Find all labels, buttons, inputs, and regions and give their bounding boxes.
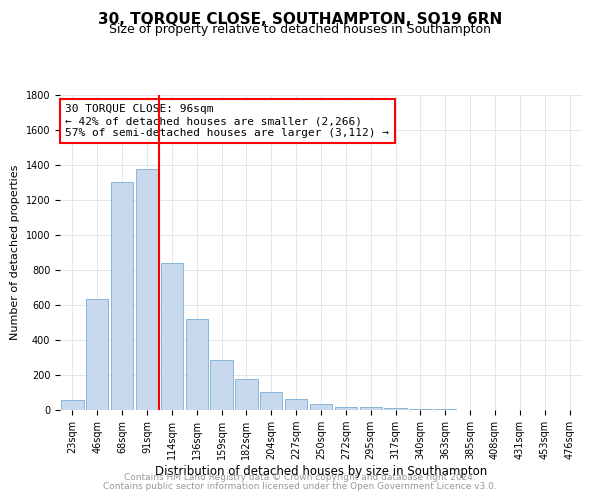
Bar [335,406,357,410]
Bar [285,398,307,410]
Bar [409,409,431,410]
Y-axis label: Number of detached properties: Number of detached properties [10,165,20,340]
Bar [235,380,257,410]
Text: Contains HM Land Registry data © Crown copyright and database right 2024.: Contains HM Land Registry data © Crown c… [124,474,476,482]
X-axis label: Distribution of detached houses by size in Southampton: Distribution of detached houses by size … [155,465,487,478]
Text: Size of property relative to detached houses in Southampton: Size of property relative to detached ho… [109,22,491,36]
Bar [310,404,332,410]
Bar [86,299,109,410]
Bar [185,319,208,410]
Text: 30, TORQUE CLOSE, SOUTHAMPTON, SO19 6RN: 30, TORQUE CLOSE, SOUTHAMPTON, SO19 6RN [98,12,502,28]
Bar [260,392,283,410]
Bar [111,182,133,410]
Bar [136,170,158,410]
Bar [161,263,183,410]
Bar [385,408,407,410]
Bar [359,408,382,410]
Bar [211,360,233,410]
Bar [61,400,83,410]
Text: 30 TORQUE CLOSE: 96sqm
← 42% of detached houses are smaller (2,266)
57% of semi-: 30 TORQUE CLOSE: 96sqm ← 42% of detached… [65,104,389,138]
Text: Contains public sector information licensed under the Open Government Licence v3: Contains public sector information licen… [103,482,497,491]
